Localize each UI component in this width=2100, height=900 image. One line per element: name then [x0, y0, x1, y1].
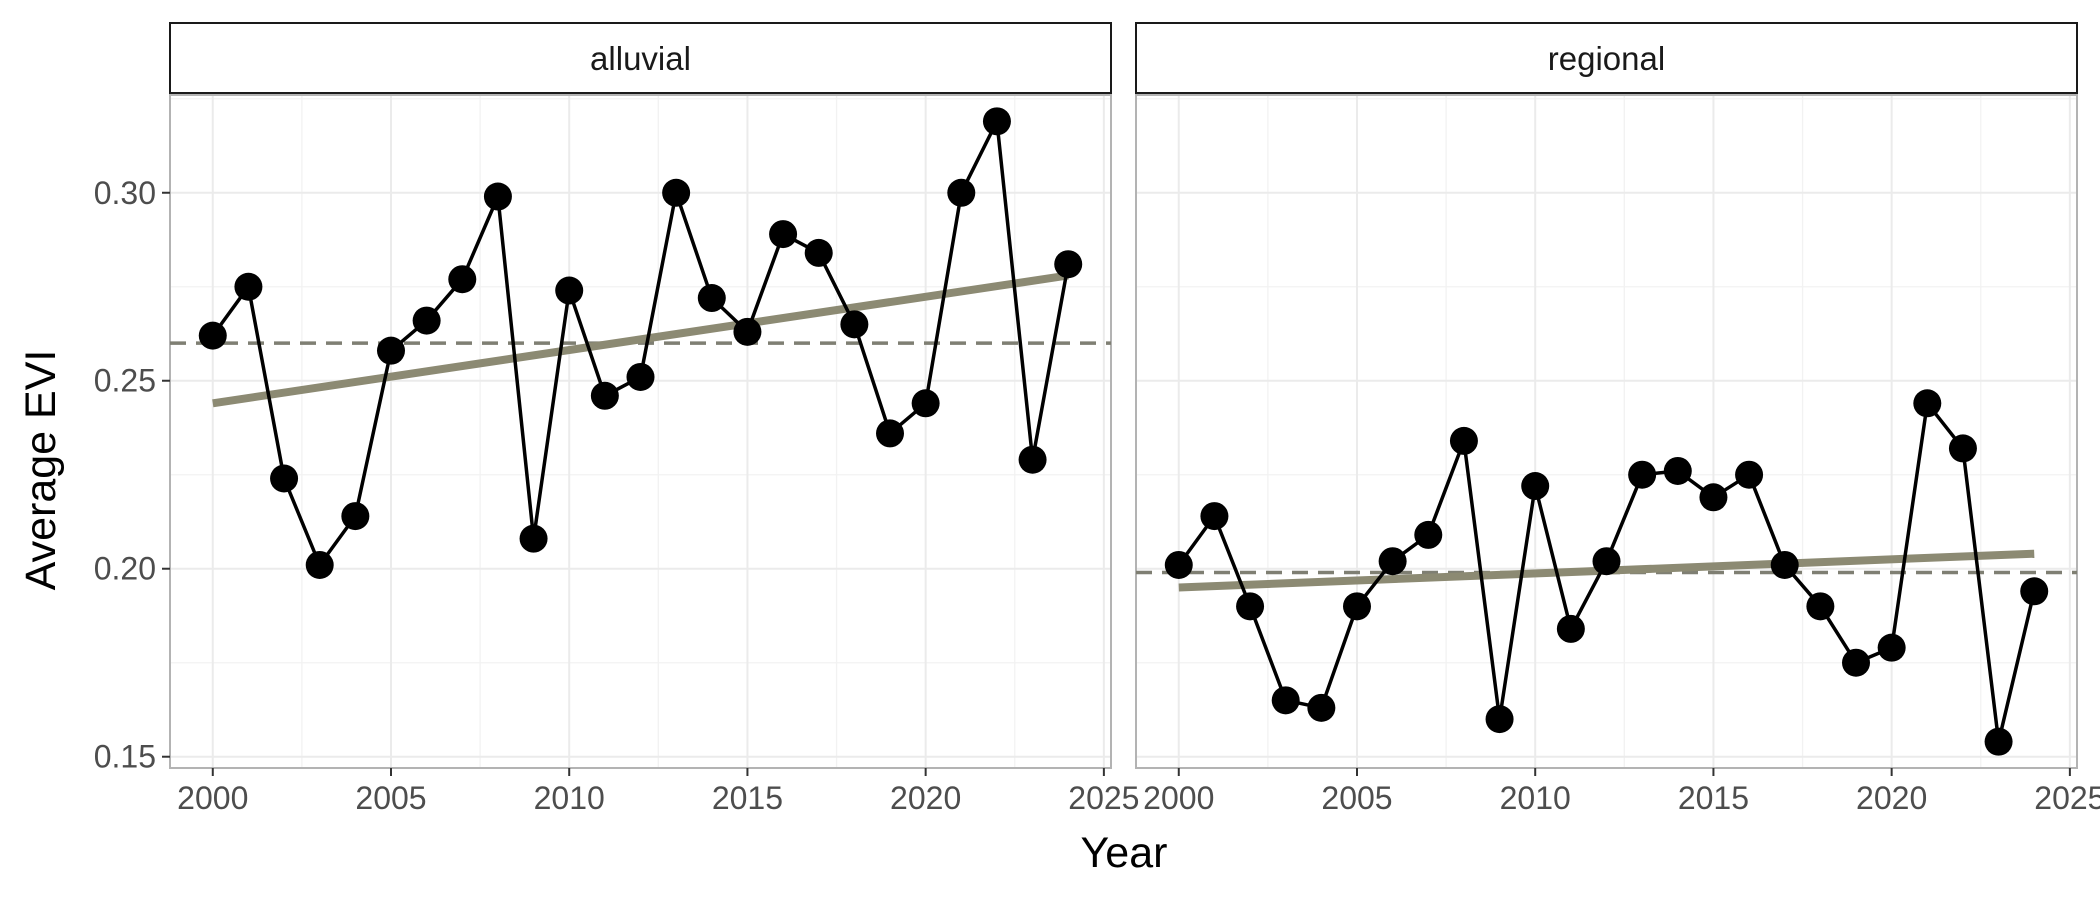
data-point [1018, 445, 1047, 474]
data-point [1054, 250, 1083, 279]
data-point [1485, 705, 1514, 734]
data-point [1628, 460, 1657, 489]
data-point [1521, 472, 1550, 501]
data-point [982, 107, 1011, 136]
data-point [1556, 614, 1585, 643]
data-point [1663, 456, 1692, 485]
x-tick-label: 2025 [2034, 780, 2100, 816]
facet-panel-regional: regional 2000 2005 2010 2015 2020 2025 [1135, 22, 2100, 816]
facet-panel-alluvial: alluvial 2000 2005 2010 2015 2020 2025 0.15 0.20… [94, 22, 1139, 816]
data-point [1806, 592, 1835, 621]
data-point [376, 336, 405, 365]
x-tick-label: 2015 [1678, 780, 1749, 816]
x-tick-label: 2000 [1143, 780, 1214, 816]
data-point [1735, 460, 1764, 489]
data-point [911, 389, 940, 418]
x-tick-label: 2005 [355, 780, 426, 816]
data-point [483, 182, 512, 211]
x-tick-label: 2015 [712, 780, 783, 816]
x-tick-label: 2000 [177, 780, 248, 816]
y-tick-label: 0.20 [94, 551, 156, 587]
data-point [1236, 592, 1265, 621]
data-point [1592, 547, 1621, 576]
data-point [1342, 592, 1371, 621]
data-point [1699, 483, 1728, 512]
data-point [1271, 686, 1300, 715]
data-point [1948, 434, 1977, 463]
facet-strip [169, 22, 1112, 94]
data-point [448, 265, 477, 294]
data-point [1770, 550, 1799, 579]
data-point [804, 238, 833, 267]
data-point [270, 464, 299, 493]
data-point [1378, 547, 1407, 576]
data-point [519, 524, 548, 553]
y-tick-label: 0.30 [94, 175, 156, 211]
x-axis-title: Year [1081, 829, 1168, 877]
data-point [733, 317, 762, 346]
data-point [626, 362, 655, 391]
x-tick-label: 2010 [534, 780, 605, 816]
panel-border [1135, 94, 2078, 769]
data-point [1164, 550, 1193, 579]
data-point [769, 220, 798, 249]
data-point [2020, 577, 2049, 606]
data-point [876, 419, 905, 448]
data-point [198, 321, 227, 350]
y-tick-label: 0.25 [94, 363, 156, 399]
data-point [234, 272, 263, 301]
data-point [662, 178, 691, 207]
data-point [1984, 727, 2013, 756]
linear-trend-line [212, 271, 1069, 408]
facet-strip-label: alluvial [590, 40, 691, 77]
x-tick-label: 2020 [890, 780, 961, 816]
data-point [1307, 693, 1336, 722]
panel-background [1136, 95, 2077, 768]
panel-border [169, 94, 1112, 769]
data-point [1877, 633, 1906, 662]
data-point [1200, 502, 1229, 531]
data-point [1913, 389, 1942, 418]
data-point [412, 306, 441, 335]
y-axis-title: Average EVI [17, 350, 65, 591]
data-point [590, 381, 619, 410]
facet-strip [1135, 22, 2078, 94]
data-point [1449, 426, 1478, 455]
x-tick-label: 2010 [1500, 780, 1571, 816]
data-point [697, 284, 726, 313]
x-tick-label: 2005 [1321, 780, 1392, 816]
y-tick-label: 0.15 [94, 739, 156, 775]
facet-strip-label: regional [1548, 40, 1665, 77]
data-point [840, 310, 869, 339]
panel-background [170, 95, 1111, 768]
data-point [1414, 520, 1443, 549]
x-tick-label: 2025 [1068, 780, 1139, 816]
data-point [305, 550, 334, 579]
data-point [341, 502, 370, 531]
data-point [947, 178, 976, 207]
data-point [555, 276, 584, 305]
x-tick-label: 2020 [1856, 780, 1927, 816]
data-point [1842, 648, 1871, 677]
